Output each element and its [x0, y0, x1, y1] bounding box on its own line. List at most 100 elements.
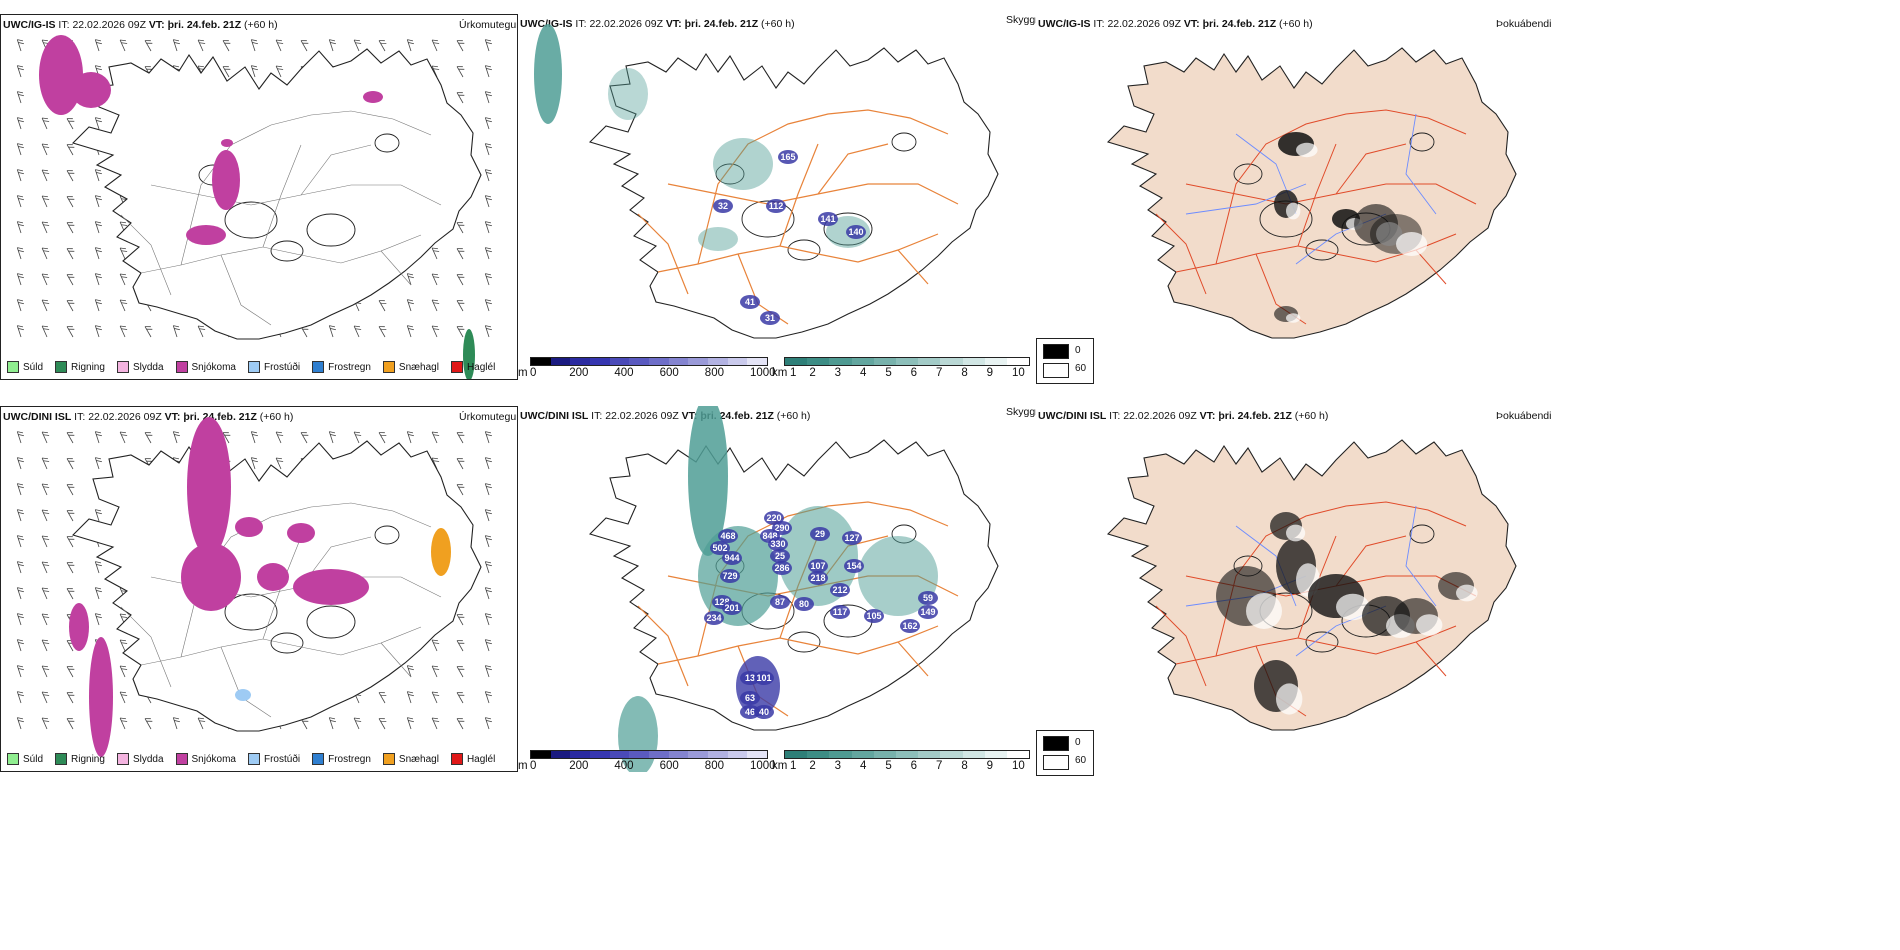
- wind-barb: [66, 484, 75, 496]
- ceiling-spot: [918, 605, 938, 619]
- wind-barb: [456, 484, 465, 496]
- colorbar-tick: 10: [1012, 760, 1025, 772]
- wind-barb: [456, 640, 465, 652]
- colorbar-step: [895, 358, 919, 365]
- wind-barb: [197, 717, 206, 730]
- colorbar-tick: 1000: [750, 367, 776, 379]
- ceiling-spot: [900, 619, 920, 633]
- road: [697, 109, 949, 265]
- ceiling-spot: [740, 705, 760, 719]
- wind-barb: [431, 431, 440, 444]
- panel-title: UWC/DINI ISL IT: 22.02.2026 09Z VT: þri.…: [1038, 410, 1329, 422]
- colorbar-tick: 4: [860, 760, 867, 772]
- panel-tag: Úrkomutegund: [459, 19, 517, 31]
- wind-barb: [41, 587, 50, 600]
- legend-swatch: [55, 361, 68, 373]
- colorbar-step: [609, 751, 630, 758]
- wind-barb: [119, 273, 128, 286]
- wind-barb: [484, 143, 492, 156]
- wind-barb: [94, 431, 102, 444]
- colorbar-step: [649, 751, 669, 758]
- wind-barb: [456, 66, 465, 78]
- snow-area: [89, 637, 113, 757]
- colorbar-tick: 1000: [750, 760, 776, 772]
- low-visibility-area: [778, 506, 858, 606]
- colorbar-step: [668, 358, 689, 365]
- ceiling-label: 41: [745, 297, 755, 307]
- colorbar-step: [629, 358, 650, 365]
- ceiling-label: 468: [720, 531, 735, 541]
- colorbar-step: [550, 751, 571, 758]
- legend-swatch: [175, 361, 188, 373]
- wind-barb: [484, 325, 492, 338]
- wind-barb: [16, 221, 24, 234]
- legend-item-frostregn: Frostregn: [312, 361, 371, 373]
- ceiling-label: 127: [844, 533, 859, 543]
- fog-swatch-60: [1043, 363, 1069, 378]
- wind-barb: [275, 431, 284, 444]
- colorbar-tick: 0: [530, 367, 537, 379]
- wind-barb: [431, 247, 440, 260]
- colorbar-step: [747, 358, 768, 365]
- ceiling-spot: [722, 551, 742, 565]
- panel-tag-skyggni: Skyggni: [1006, 14, 1044, 26]
- road: [637, 605, 689, 687]
- snow-area: [293, 569, 369, 605]
- wind-barb: [16, 91, 24, 104]
- wind-barb: [16, 483, 24, 496]
- wind-barb: [119, 247, 128, 260]
- wind-barb: [66, 326, 75, 338]
- colorbar-step: [940, 358, 963, 365]
- glacier-outline: [374, 525, 400, 545]
- legend-swatch: [312, 361, 325, 373]
- ceiling-spot: [754, 705, 774, 719]
- ceiling-label: 140: [848, 227, 863, 237]
- fog-swatch-0: [1043, 344, 1069, 359]
- fog-legend-label: 0: [1075, 737, 1081, 748]
- colorbar-step: [807, 751, 830, 758]
- wind-barb: [119, 665, 128, 678]
- legend-item-haglel: Haglél: [450, 753, 495, 765]
- wind-barb: [172, 39, 180, 52]
- colorbar-step: [590, 751, 610, 758]
- wind-barb: [94, 169, 102, 182]
- fog-free-area: [1286, 313, 1301, 323]
- wind-barb: [66, 692, 75, 704]
- wind-barb: [484, 457, 492, 470]
- colorbar-step: [851, 751, 874, 758]
- road: [1215, 109, 1467, 265]
- visibility-colorbar: km 1 2 3 4 5 6 7 8 9 10: [772, 750, 1032, 772]
- legend-item-slydda: Slydda: [116, 361, 164, 373]
- colorbar-step: [727, 358, 748, 365]
- legend-label: Slydda: [132, 753, 164, 765]
- wind-barb: [41, 717, 50, 730]
- ceiling-label: 212: [832, 585, 847, 595]
- glacier-outline: [374, 133, 400, 153]
- wind-barb: [41, 613, 50, 626]
- wind-barb: [144, 40, 153, 52]
- ceiling-spot: [770, 549, 790, 563]
- road: [817, 143, 889, 195]
- wind-barb: [456, 40, 465, 52]
- panel-title: UWC/DINI ISL IT: 22.02.2026 09Z VT: þri.…: [3, 411, 294, 423]
- glacier-outline: [1409, 524, 1435, 544]
- panel-tag: Þokuábendi: [1496, 18, 1552, 30]
- panel-title: UWC/IG-IS IT: 22.02.2026 09Z VT: þri. 24…: [3, 19, 278, 31]
- wind-barb: [41, 325, 50, 338]
- wind-barb: [353, 717, 362, 730]
- wind-barb: [378, 326, 387, 338]
- ceiling-label: 218: [810, 573, 825, 583]
- legend-item-frostregn: Frostregn: [312, 753, 371, 765]
- cloud-panel-dini: UWC/DINI ISL IT: 22.02.2026 09Z VT: þri.…: [518, 406, 1036, 772]
- ceiling-label: 234: [706, 613, 721, 623]
- ceiling-spot: [710, 541, 730, 555]
- glacier-outline: [741, 200, 795, 238]
- wind-barb: [484, 247, 492, 260]
- colorbar-step: [1006, 751, 1030, 758]
- wind-barb: [484, 91, 492, 104]
- legend-label: Súld: [23, 361, 44, 373]
- legend-label: Rigning: [71, 753, 105, 765]
- legend-item-snjokoma: Snjókoma: [175, 753, 236, 765]
- road: [120, 606, 172, 688]
- colorbar-tick: 1: [790, 367, 797, 379]
